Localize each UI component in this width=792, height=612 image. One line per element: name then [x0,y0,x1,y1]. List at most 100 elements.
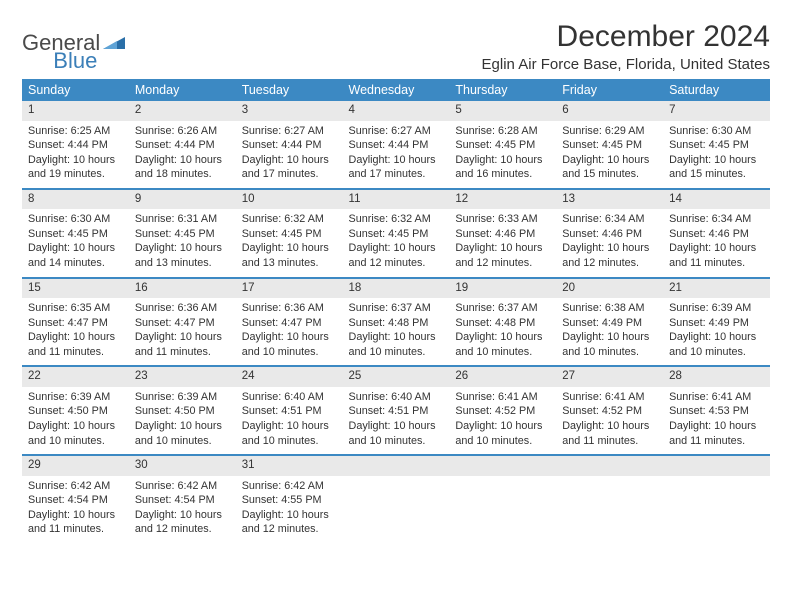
calendar-cell: 29Sunrise: 6:42 AMSunset: 4:54 PMDayligh… [22,455,129,543]
day-number: 15 [22,279,129,299]
col-header: Thursday [449,79,556,101]
calendar-cell: 27Sunrise: 6:41 AMSunset: 4:52 PMDayligh… [556,366,663,455]
calendar-cell: 5Sunrise: 6:28 AMSunset: 4:45 PMDaylight… [449,101,556,189]
day-number: 10 [236,190,343,210]
day-number: 6 [556,101,663,121]
empty-day-bar [449,456,556,476]
day-number: 9 [129,190,236,210]
day-details: Sunrise: 6:40 AMSunset: 4:51 PMDaylight:… [343,387,450,454]
day-number: 14 [663,190,770,210]
day-details: Sunrise: 6:33 AMSunset: 4:46 PMDaylight:… [449,209,556,276]
calendar-cell: 21Sunrise: 6:39 AMSunset: 4:49 PMDayligh… [663,278,770,367]
calendar-cell: 13Sunrise: 6:34 AMSunset: 4:46 PMDayligh… [556,189,663,278]
day-number: 21 [663,279,770,299]
logo: General Blue [22,30,175,56]
day-number: 3 [236,101,343,121]
calendar-cell: 31Sunrise: 6:42 AMSunset: 4:55 PMDayligh… [236,455,343,543]
calendar-cell: 3Sunrise: 6:27 AMSunset: 4:44 PMDaylight… [236,101,343,189]
calendar-cell: 14Sunrise: 6:34 AMSunset: 4:46 PMDayligh… [663,189,770,278]
calendar-cell: 20Sunrise: 6:38 AMSunset: 4:49 PMDayligh… [556,278,663,367]
day-details: Sunrise: 6:42 AMSunset: 4:54 PMDaylight:… [129,476,236,543]
calendar-cell [556,455,663,543]
empty-day-bar [556,456,663,476]
day-details: Sunrise: 6:39 AMSunset: 4:49 PMDaylight:… [663,298,770,365]
col-header: Wednesday [343,79,450,101]
day-details: Sunrise: 6:29 AMSunset: 4:45 PMDaylight:… [556,121,663,188]
day-details: Sunrise: 6:34 AMSunset: 4:46 PMDaylight:… [556,209,663,276]
day-details: Sunrise: 6:36 AMSunset: 4:47 PMDaylight:… [129,298,236,365]
day-details: Sunrise: 6:32 AMSunset: 4:45 PMDaylight:… [236,209,343,276]
day-details: Sunrise: 6:37 AMSunset: 4:48 PMDaylight:… [343,298,450,365]
calendar-cell [449,455,556,543]
day-number: 7 [663,101,770,121]
day-details: Sunrise: 6:27 AMSunset: 4:44 PMDaylight:… [236,121,343,188]
day-details: Sunrise: 6:42 AMSunset: 4:55 PMDaylight:… [236,476,343,543]
calendar-cell: 10Sunrise: 6:32 AMSunset: 4:45 PMDayligh… [236,189,343,278]
day-details: Sunrise: 6:36 AMSunset: 4:47 PMDaylight:… [236,298,343,365]
day-number: 4 [343,101,450,121]
day-details: Sunrise: 6:25 AMSunset: 4:44 PMDaylight:… [22,121,129,188]
calendar-cell: 28Sunrise: 6:41 AMSunset: 4:53 PMDayligh… [663,366,770,455]
col-header: Saturday [663,79,770,101]
col-header: Tuesday [236,79,343,101]
calendar-table: SundayMondayTuesdayWednesdayThursdayFrid… [22,79,770,543]
day-number: 30 [129,456,236,476]
day-details: Sunrise: 6:41 AMSunset: 4:53 PMDaylight:… [663,387,770,454]
day-details: Sunrise: 6:37 AMSunset: 4:48 PMDaylight:… [449,298,556,365]
calendar-cell: 7Sunrise: 6:30 AMSunset: 4:45 PMDaylight… [663,101,770,189]
day-number: 11 [343,190,450,210]
day-details: Sunrise: 6:39 AMSunset: 4:50 PMDaylight:… [129,387,236,454]
day-details: Sunrise: 6:32 AMSunset: 4:45 PMDaylight:… [343,209,450,276]
day-number: 12 [449,190,556,210]
day-number: 31 [236,456,343,476]
calendar-cell: 15Sunrise: 6:35 AMSunset: 4:47 PMDayligh… [22,278,129,367]
day-number: 22 [22,367,129,387]
calendar-cell: 23Sunrise: 6:39 AMSunset: 4:50 PMDayligh… [129,366,236,455]
calendar-cell: 4Sunrise: 6:27 AMSunset: 4:44 PMDaylight… [343,101,450,189]
day-number: 13 [556,190,663,210]
page-title: December 2024 [482,20,770,54]
day-number: 26 [449,367,556,387]
page-subtitle: Eglin Air Force Base, Florida, United St… [482,56,770,73]
day-number: 29 [22,456,129,476]
logo-word2: Blue [53,48,97,74]
day-number: 24 [236,367,343,387]
day-details: Sunrise: 6:30 AMSunset: 4:45 PMDaylight:… [663,121,770,188]
day-details: Sunrise: 6:28 AMSunset: 4:45 PMDaylight:… [449,121,556,188]
calendar-cell: 19Sunrise: 6:37 AMSunset: 4:48 PMDayligh… [449,278,556,367]
day-number: 16 [129,279,236,299]
calendar-cell: 6Sunrise: 6:29 AMSunset: 4:45 PMDaylight… [556,101,663,189]
calendar-cell: 8Sunrise: 6:30 AMSunset: 4:45 PMDaylight… [22,189,129,278]
day-number: 18 [343,279,450,299]
calendar-cell: 16Sunrise: 6:36 AMSunset: 4:47 PMDayligh… [129,278,236,367]
col-header: Friday [556,79,663,101]
calendar-cell: 2Sunrise: 6:26 AMSunset: 4:44 PMDaylight… [129,101,236,189]
header: General Blue December 2024 Eglin Air For… [22,18,770,73]
calendar-cell: 30Sunrise: 6:42 AMSunset: 4:54 PMDayligh… [129,455,236,543]
calendar-cell: 9Sunrise: 6:31 AMSunset: 4:45 PMDaylight… [129,189,236,278]
day-details: Sunrise: 6:26 AMSunset: 4:44 PMDaylight:… [129,121,236,188]
calendar-cell: 11Sunrise: 6:32 AMSunset: 4:45 PMDayligh… [343,189,450,278]
empty-day-bar [343,456,450,476]
col-header: Monday [129,79,236,101]
calendar-cell: 18Sunrise: 6:37 AMSunset: 4:48 PMDayligh… [343,278,450,367]
logo-icon [103,35,125,51]
day-details: Sunrise: 6:42 AMSunset: 4:54 PMDaylight:… [22,476,129,543]
day-number: 17 [236,279,343,299]
calendar-cell: 22Sunrise: 6:39 AMSunset: 4:50 PMDayligh… [22,366,129,455]
day-number: 20 [556,279,663,299]
day-details: Sunrise: 6:35 AMSunset: 4:47 PMDaylight:… [22,298,129,365]
day-number: 25 [343,367,450,387]
calendar-cell: 25Sunrise: 6:40 AMSunset: 4:51 PMDayligh… [343,366,450,455]
calendar-cell: 1Sunrise: 6:25 AMSunset: 4:44 PMDaylight… [22,101,129,189]
day-details: Sunrise: 6:34 AMSunset: 4:46 PMDaylight:… [663,209,770,276]
day-number: 19 [449,279,556,299]
day-details: Sunrise: 6:27 AMSunset: 4:44 PMDaylight:… [343,121,450,188]
empty-day-bar [663,456,770,476]
calendar-cell: 24Sunrise: 6:40 AMSunset: 4:51 PMDayligh… [236,366,343,455]
col-header: Sunday [22,79,129,101]
day-details: Sunrise: 6:38 AMSunset: 4:49 PMDaylight:… [556,298,663,365]
calendar-cell: 12Sunrise: 6:33 AMSunset: 4:46 PMDayligh… [449,189,556,278]
day-number: 5 [449,101,556,121]
day-number: 8 [22,190,129,210]
